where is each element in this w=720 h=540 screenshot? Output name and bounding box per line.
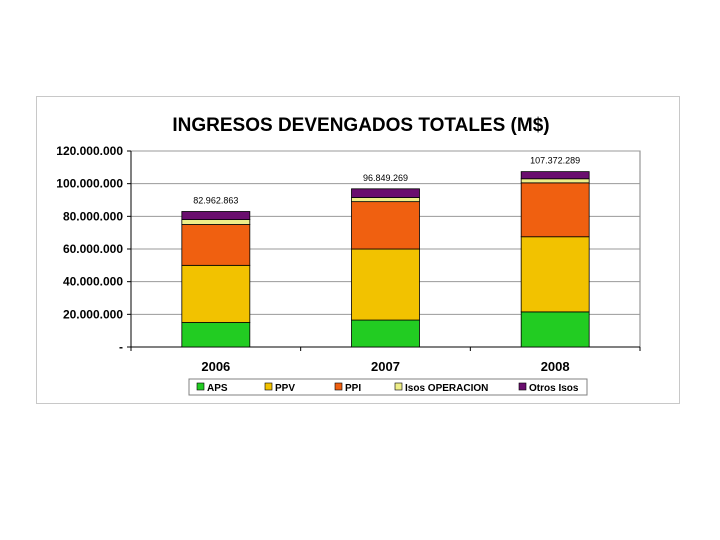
legend-label: Isos OPERACION (405, 383, 488, 394)
chart-title: INGRESOS DEVENGADOS TOTALES (M$) (172, 115, 549, 136)
plot-area: - 20.000.000 40.000.000 60.000.000 80.000.00… (56, 144, 641, 374)
bar-2006-ppi (181, 224, 251, 266)
bar-2007-ppv (351, 248, 420, 321)
legend-swatch-otros-isos (518, 382, 527, 391)
legend-label: PPI (345, 383, 361, 394)
bar-2008-otros-isos (520, 171, 590, 180)
legend: APS PPV PPI Isos OPERACION Otros Isos (188, 378, 588, 396)
legend-swatch-aps (196, 382, 205, 391)
chart-frame: INGRESOS DEVENGADOS TOTALES (M$) - 20.000… (36, 96, 680, 404)
bar-2007-isos-operacion (351, 197, 420, 203)
chart-svg: INGRESOS DEVENGADOS TOTALES (M$) - 20.000… (56, 115, 641, 396)
bar-2006-otros-isos (181, 211, 251, 220)
legend-label: PPV (275, 383, 295, 394)
bar-2006-aps (181, 322, 251, 348)
y-tick-label: 40.000.000 (63, 275, 123, 289)
bar-2008-isos-operacion (520, 178, 590, 184)
total-label: 107.372.289 (530, 156, 580, 166)
x-tick-label: 2007 (371, 359, 400, 374)
bar-2008-ppv (520, 236, 590, 313)
bar-2008-aps (520, 311, 590, 348)
legend-swatch-isos-operacion (394, 382, 403, 391)
legend-swatch-ppi (334, 382, 343, 391)
bar-2007-ppi (351, 201, 420, 250)
legend-swatch-ppv (264, 382, 273, 391)
y-tick-label: 20.000.000 (63, 307, 123, 321)
total-label: 96.849.269 (363, 173, 408, 183)
y-tick-label: 120.000.000 (56, 144, 123, 158)
bar-2007-otros-isos (351, 188, 420, 198)
total-label: 82.962.863 (193, 195, 238, 205)
y-tick-label: 100.000.000 (56, 177, 123, 191)
legend-label: APS (207, 383, 228, 394)
bar-2007-aps (351, 319, 420, 348)
bar-2008-ppi (520, 182, 590, 238)
bar-2006-ppv (181, 264, 251, 323)
y-tick-label: 80.000.000 (63, 209, 123, 223)
x-tick-label: 2008 (541, 359, 570, 374)
legend-box (188, 378, 588, 396)
y-tick-label: - (119, 340, 123, 354)
bar-2006-isos-operacion (181, 219, 251, 225)
legend-label: Otros Isos (529, 383, 579, 394)
y-tick-label: 60.000.000 (63, 242, 123, 256)
x-tick-label: 2006 (201, 359, 230, 374)
